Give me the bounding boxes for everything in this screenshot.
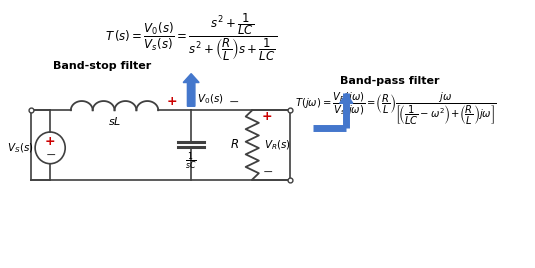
Text: $-$: $-$	[44, 148, 56, 161]
Text: $V_S(s)$: $V_S(s)$	[6, 141, 33, 155]
Text: $\frac{1}{sC}$: $\frac{1}{sC}$	[186, 150, 197, 172]
FancyArrow shape	[183, 74, 199, 106]
Text: $sL$: $sL$	[108, 115, 121, 127]
Text: $V_0(s)$: $V_0(s)$	[197, 93, 224, 106]
Text: +: +	[45, 135, 56, 148]
Text: +: +	[262, 110, 272, 123]
Text: Band-stop filter: Band-stop filter	[53, 61, 151, 71]
Text: $-$: $-$	[262, 165, 273, 178]
Text: $-$: $-$	[228, 95, 239, 108]
Text: $T\,(s)=\dfrac{V_0(s)}{V_s(s)}=\dfrac{s^2+\dfrac{1}{LC}}{s^2+\left(\dfrac{R}{L}\: $T\,(s)=\dfrac{V_0(s)}{V_s(s)}=\dfrac{s^…	[105, 11, 277, 63]
Text: +: +	[167, 95, 178, 108]
Text: Band-pass filter: Band-pass filter	[340, 76, 439, 87]
Text: $T(j\omega)=\dfrac{V_R(j\omega)}{V_s(j\omega)}=\!\left(\dfrac{R}{L}\right)\dfrac: $T(j\omega)=\dfrac{V_R(j\omega)}{V_s(j\o…	[295, 91, 496, 127]
Text: $V_R(s)$: $V_R(s)$	[264, 138, 291, 152]
FancyArrow shape	[340, 94, 353, 103]
Text: $R$: $R$	[230, 138, 239, 151]
